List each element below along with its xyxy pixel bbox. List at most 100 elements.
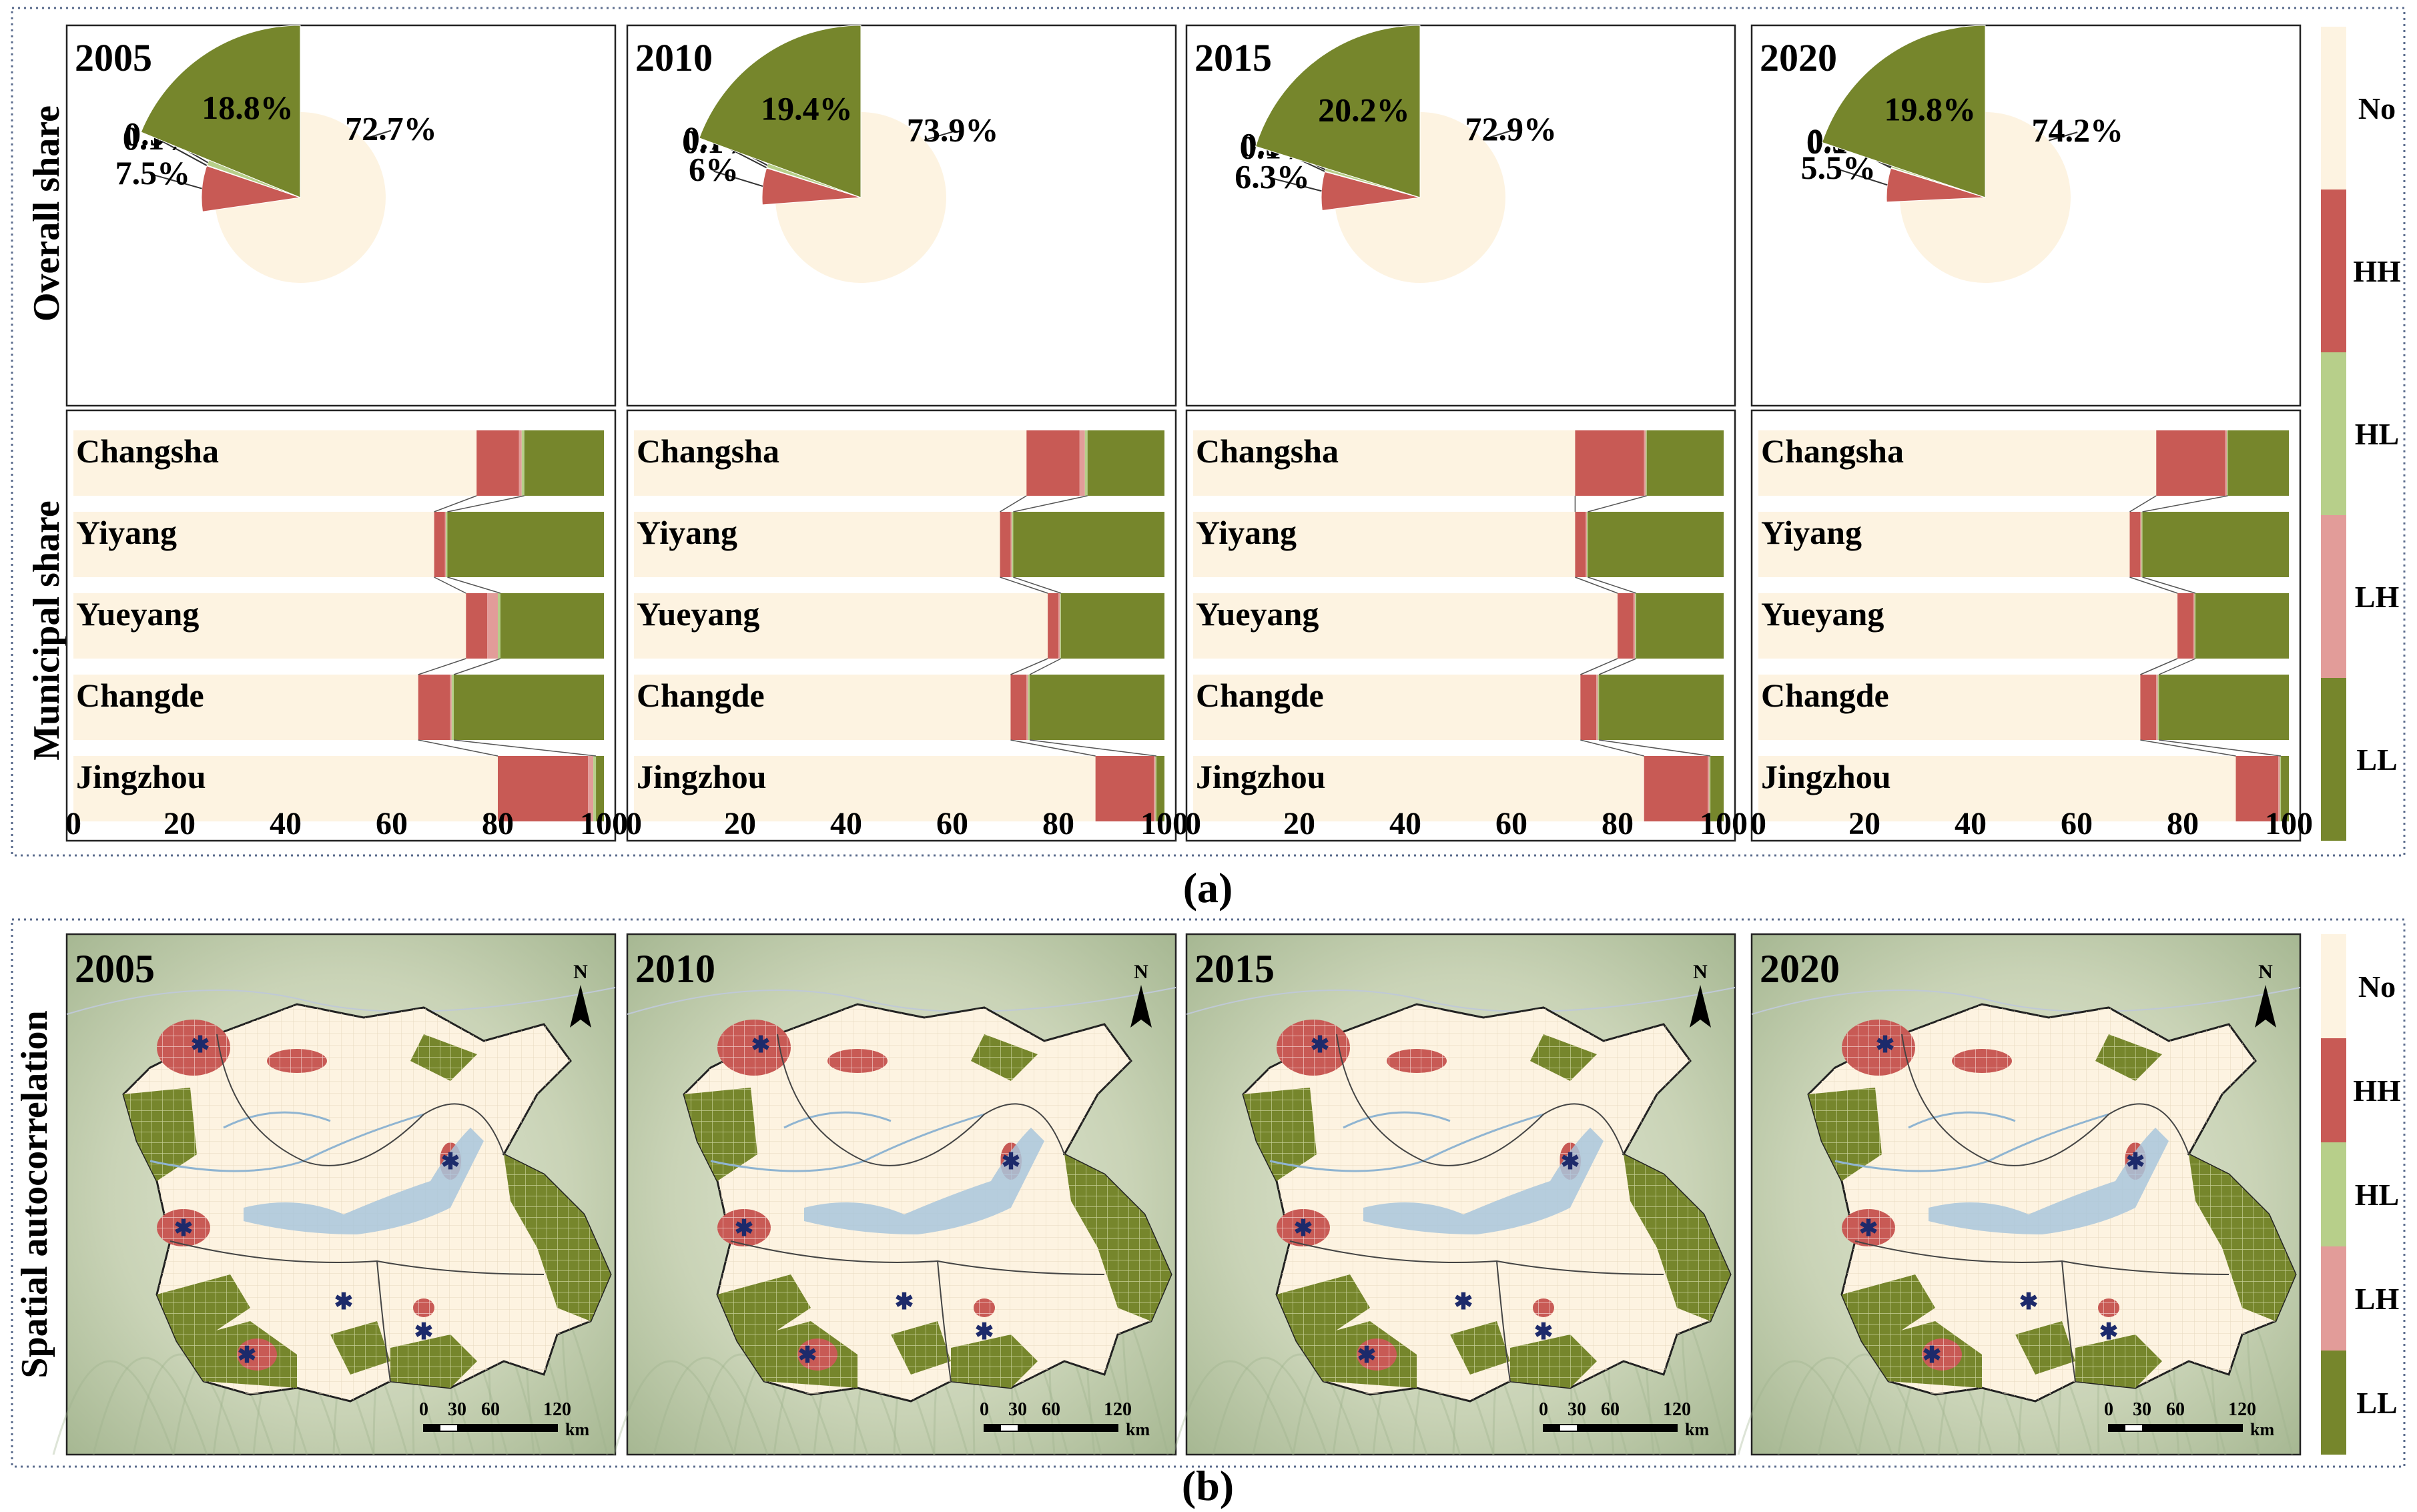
bar-segment-HL — [1635, 593, 1636, 659]
bar-segment-No — [73, 675, 418, 740]
municipal-boundary — [2061, 1260, 2076, 1382]
bar-segment-HH — [434, 512, 445, 577]
ll-cluster — [1064, 1154, 1171, 1321]
ll-cluster — [390, 1335, 477, 1388]
legend-bottom: No HH HL LH LL — [2321, 934, 2401, 1455]
hh-cluster — [157, 1020, 230, 1076]
municipal-boundary — [216, 1034, 504, 1166]
north-label: N — [2258, 961, 2273, 983]
bar-segment-HH — [1000, 512, 1011, 577]
legend-swatch-HL — [2321, 1142, 2346, 1246]
bar-category-label: Jingzhou — [76, 758, 206, 795]
north-arrow-shape — [1130, 985, 1152, 1028]
bar-segment-HL — [1084, 430, 1088, 496]
north-arrow-icon: N — [2255, 961, 2276, 1028]
hh-cluster — [974, 1298, 995, 1317]
bar-connector-line — [1013, 577, 1062, 594]
bar-segment-HH — [1095, 756, 1154, 821]
row-label-overall: Overall share — [26, 105, 67, 322]
pie-leader-line — [362, 129, 392, 140]
north-arrow-icon: N — [570, 961, 591, 1028]
municipal-boundary — [1336, 1034, 1624, 1166]
ll-cluster — [1510, 1335, 1597, 1388]
x-tick-label: 20 — [724, 806, 756, 841]
pie-title: 2020 — [1760, 36, 1837, 79]
city-marker: ✱ — [1294, 1216, 1313, 1241]
bar-connector-line — [1580, 658, 1618, 675]
bar-segment-LL — [2142, 512, 2289, 577]
x-tick-label: 60 — [2061, 806, 2093, 841]
x-tick-label: 40 — [270, 806, 302, 841]
terrain-ridge — [653, 1357, 769, 1455]
city-marker: ✱ — [1876, 1033, 1895, 1058]
scale-seg — [2175, 1425, 2242, 1431]
pie-chart: 73.9%6%0.1%0.7%19.4% — [682, 25, 998, 284]
river — [1908, 1111, 2016, 1129]
pie-label-No: 72.7% — [345, 110, 437, 147]
city-marker: ✱ — [735, 1216, 754, 1241]
hh-cluster — [1277, 1020, 1350, 1076]
legend-label-No: No — [2358, 91, 2396, 125]
ll-cluster — [2189, 1154, 2296, 1321]
bar-segment-LH — [1010, 512, 1012, 577]
bar-connector-line — [1000, 495, 1027, 512]
bar-segment-HH — [418, 675, 450, 740]
hh-cluster — [717, 1209, 771, 1246]
bar-segment-HH — [498, 756, 589, 821]
hh-cluster — [1842, 1209, 1895, 1246]
scale-tick-label: 60 — [481, 1399, 500, 1420]
bar-segment-HH — [1644, 756, 1708, 821]
bar-category-label: Changsha — [637, 432, 779, 470]
legend-label-LH: LH — [2355, 580, 2400, 614]
pie-chart: 72.9%6.3%0.1%0.5%20.2% — [1235, 25, 1557, 283]
bar-connector-line — [418, 658, 466, 675]
bar-segment-HL — [1586, 512, 1588, 577]
bar-connector-line — [2140, 739, 2236, 757]
bar-segment-LH — [444, 512, 446, 577]
ll-cluster — [1842, 1274, 1935, 1341]
bar-segment-LL — [1599, 675, 1724, 740]
scale-tick-label: 120 — [2228, 1399, 2256, 1420]
pie-chart: 74.2%5.5%0.1%0.3%19.8% — [1801, 25, 2123, 283]
municipal-boundary — [1496, 1260, 1511, 1382]
hh-cluster — [1533, 1298, 1554, 1317]
bar-segment-LL — [524, 430, 604, 496]
legend-swatch-HH — [2321, 1038, 2346, 1142]
x-tick-label: 40 — [1955, 806, 1987, 841]
scale-tick-label: 0 — [1539, 1399, 1548, 1420]
bar-segment-HH — [1580, 675, 1597, 740]
pie-panel-2015: 2015 72.9%6.3%0.1%0.5%20.2% — [1185, 24, 1736, 407]
bar-segment-HL — [446, 512, 448, 577]
bar-connector-line — [2159, 739, 2282, 757]
map-region: ✱ ✱ ✱ ✱ ✱ ✱ — [122, 1003, 612, 1403]
city-marker: ✱ — [751, 1033, 771, 1058]
pie-leader-line — [2049, 131, 2078, 141]
x-tick-label: 100 — [580, 806, 628, 841]
city-marker: ✱ — [1002, 1150, 1021, 1174]
scale-seg — [1610, 1425, 1677, 1431]
scale-seg — [1051, 1425, 1118, 1431]
bar-segment-LH — [1026, 675, 1028, 740]
bar-segment-HH — [2235, 756, 2279, 821]
city-marker: ✱ — [441, 1150, 460, 1174]
bar-category-label: Yiyang — [637, 514, 737, 551]
bar-segment-LH — [588, 756, 594, 821]
scale-tick-label: 120 — [543, 1399, 571, 1420]
city-marker: ✱ — [334, 1290, 354, 1314]
x-tick-label: 100 — [1140, 806, 1188, 841]
city-marker: ✱ — [1561, 1150, 1580, 1174]
map-region: ✱ ✱ ✱ ✱ ✱ ✱ — [683, 1003, 1172, 1403]
bar-segment-No — [1758, 675, 2141, 740]
city-marker: ✱ — [2019, 1290, 2039, 1314]
bar-segment-LH — [1596, 675, 1598, 740]
bar-segment-LH — [1058, 593, 1060, 659]
bar-connector-line — [418, 739, 498, 757]
bar-panel-2005: Changsha Yiyang Yueyang Changde Jingzhou 0 20 4… — [65, 409, 628, 842]
bar-segment-HH — [1048, 593, 1058, 659]
bar-connector-line — [1588, 577, 1637, 594]
scale-seg — [490, 1425, 557, 1431]
bar-segment-LL — [1087, 430, 1164, 496]
